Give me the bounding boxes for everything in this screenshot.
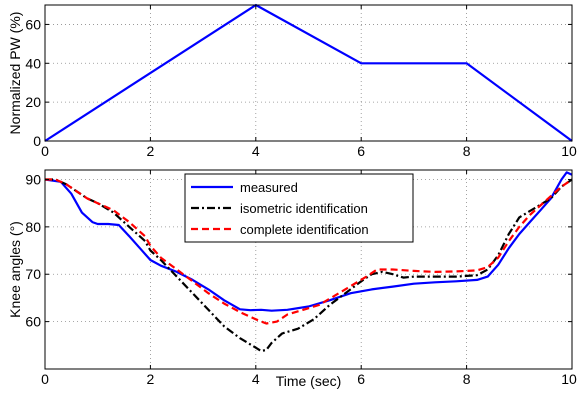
series-line-isometric-identification <box>45 178 573 353</box>
x-tick-label: 4 <box>252 371 260 387</box>
x-tick-label: 6 <box>357 371 365 387</box>
y-tick-label: 0 <box>33 133 41 149</box>
series-line-complete-identification <box>45 178 573 325</box>
y-tick-label: 90 <box>25 171 41 187</box>
series-line-measured <box>44 171 573 312</box>
x-tick-label: 10 <box>561 143 577 159</box>
y-tick-label: 60 <box>25 314 41 330</box>
y-tick-label: 80 <box>25 219 41 235</box>
x-tick-label: 0 <box>41 143 49 159</box>
knee-angle-chart: 0 2 4 6 8 10 60 70 80 90 Knee angles (°) Time (se… <box>7 169 577 389</box>
y-axis-label: Knee angles (°) <box>7 221 23 318</box>
series-line-0 <box>44 3 573 142</box>
x-tick-label: 10 <box>561 371 577 387</box>
x-tick-label: 6 <box>357 143 365 159</box>
x-axis-label: Time (sec) <box>276 373 342 389</box>
x-tick-label: 2 <box>147 143 155 159</box>
x-tick-label: 4 <box>252 143 260 159</box>
y-tick-label: 20 <box>25 94 41 110</box>
series-group <box>44 3 573 142</box>
tick-labels: 0 2 4 6 8 10 60 70 80 90 <box>25 170 577 387</box>
plot-area <box>45 5 572 141</box>
x-tick-label: 8 <box>463 143 471 159</box>
legend-label: isometric identification <box>240 201 368 216</box>
y-tick-label: 40 <box>25 55 41 71</box>
x-tick-label: 8 <box>463 371 471 387</box>
plot-frame <box>44 4 573 142</box>
y-tick-label: 70 <box>25 266 41 282</box>
legend: measured isometric identification complete… <box>184 173 414 243</box>
tick-labels: 0 2 4 6 8 10 0 20 40 60 <box>25 5 577 159</box>
plot-frame <box>44 169 573 370</box>
y-axis-label: Normalized PW (%) <box>7 12 23 135</box>
legend-label: measured <box>240 180 298 195</box>
series-group <box>44 171 573 353</box>
x-tick-label: 2 <box>147 371 155 387</box>
y-tick-label: 60 <box>25 16 41 32</box>
pw-chart: 0 2 4 6 8 10 0 20 40 60 Normalized PW (%) <box>7 3 577 159</box>
x-tick-label: 0 <box>41 371 49 387</box>
legend-label: complete identification <box>240 222 369 237</box>
